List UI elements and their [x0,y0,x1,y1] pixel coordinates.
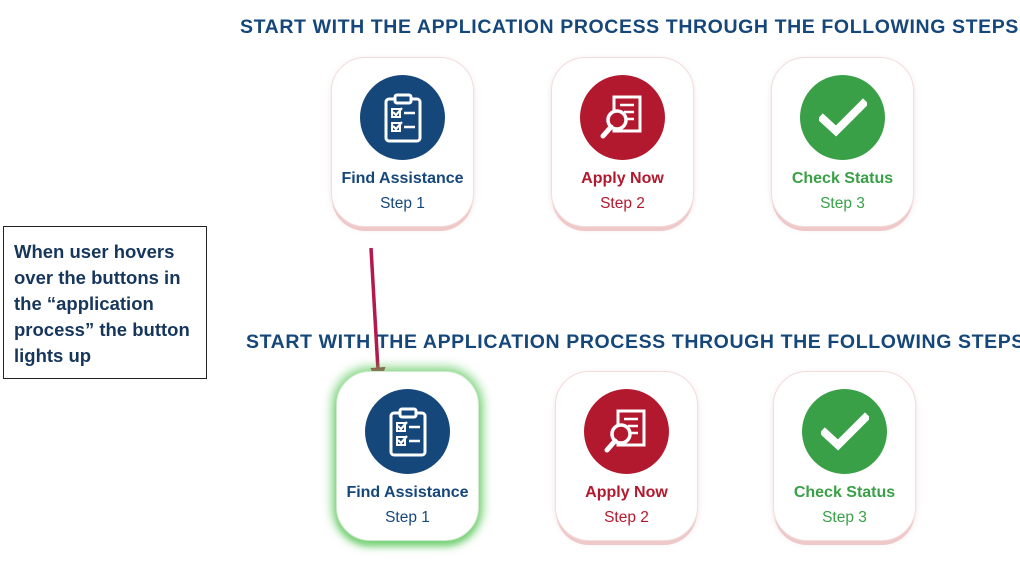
checkmark-icon [800,75,885,160]
step-card-apply-now[interactable]: Apply Now Step 2 [555,371,698,541]
step-title: Apply Now [585,484,668,501]
step-card-apply-now[interactable]: Apply Now Step 2 [551,57,694,227]
clipboard-checklist-icon [365,389,450,474]
step-number: Step 1 [380,195,425,212]
step-title: Find Assistance [346,484,469,501]
document-magnifier-icon [580,75,665,160]
section-heading-bottom: START WITH THE APPLICATION PROCESS THROU… [246,331,1020,353]
annotation-note: When user hovers over the buttons in the… [3,226,207,379]
step-card-check-status[interactable]: Check Status Step 3 [771,57,914,227]
step-number: Step 3 [820,195,865,212]
step-title: Apply Now [581,170,664,187]
section-heading-top: START WITH THE APPLICATION PROCESS THROU… [240,16,1019,38]
document-magnifier-icon [584,389,669,474]
step-number: Step 2 [600,195,645,212]
step-title: Find Assistance [341,170,464,187]
step-card-find-assistance-hover[interactable]: Find Assistance Step 1 [336,371,479,541]
step-number: Step 3 [822,509,867,526]
step-card-find-assistance[interactable]: Find Assistance Step 1 [331,57,474,227]
step-title: Check Status [793,484,896,501]
step-number: Step 2 [604,509,649,526]
step-card-check-status[interactable]: Check Status Step 3 [773,371,916,541]
step-title: Check Status [791,170,894,187]
step-number: Step 1 [385,509,430,526]
clipboard-checklist-icon [360,75,445,160]
checkmark-icon [802,389,887,474]
